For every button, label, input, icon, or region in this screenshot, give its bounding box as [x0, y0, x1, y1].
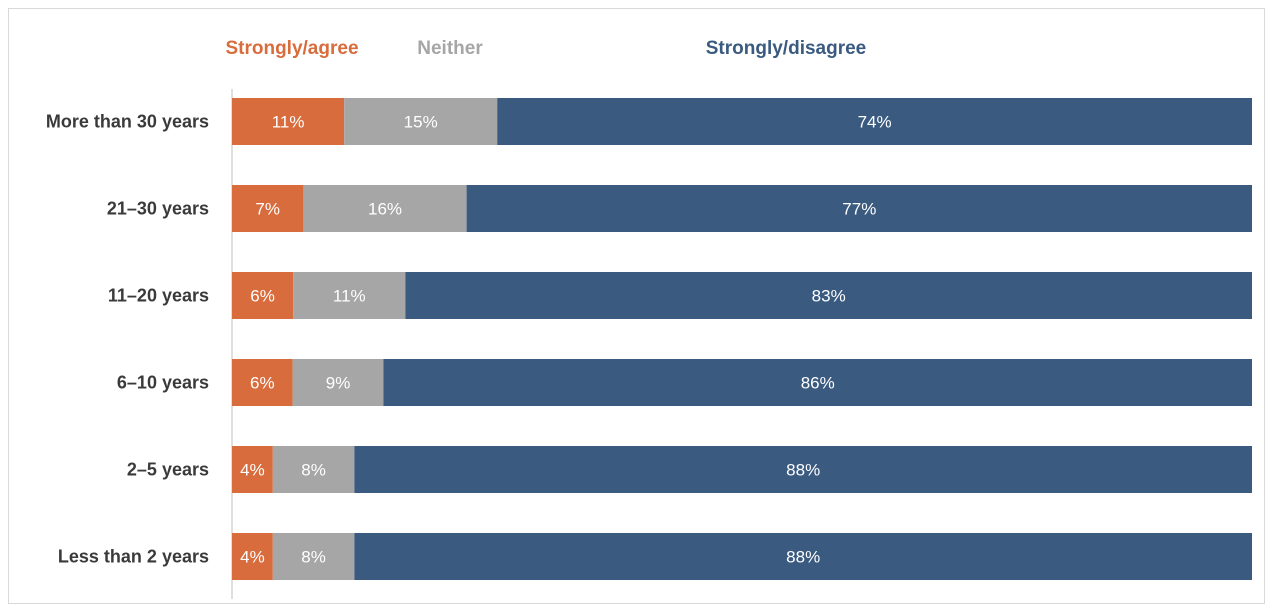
data-label: 11%: [272, 113, 305, 132]
stacked-bar-chart: Strongly/agree Neither Strongly/disagree M…: [46, 38, 1253, 599]
category-label: 6–10 years: [117, 373, 209, 393]
category-labels: More than 30 years 21–30 years 11–20 years…: [46, 112, 209, 567]
legend-item-strongly-agree: Strongly/agree: [225, 38, 358, 59]
category-label: Less than 2 years: [58, 547, 209, 567]
data-label: 86%: [801, 374, 835, 393]
category-label: 21–30 years: [107, 199, 209, 219]
legend-item-strongly-disagree: Strongly/disagree: [706, 38, 867, 59]
category-label: 2–5 years: [127, 460, 209, 480]
data-label: 77%: [842, 200, 876, 219]
bar-segment-strongly-agree: [232, 98, 345, 145]
bar-segment-neither: [272, 533, 355, 580]
bar-segment-neither: [303, 185, 467, 232]
data-label: 16%: [368, 200, 402, 219]
data-label: 74%: [858, 113, 892, 132]
bar-segment-strongly-disagree: [405, 272, 1252, 319]
data-label: 4%: [240, 548, 265, 567]
data-label: 88%: [786, 461, 820, 480]
bar-segment-neither: [293, 272, 406, 319]
bar-segment-strongly-agree: [232, 272, 294, 319]
data-label: 7%: [255, 200, 280, 219]
data-label: 88%: [786, 548, 820, 567]
bar-segment-strongly-agree: [232, 446, 273, 493]
category-label: More than 30 years: [46, 112, 209, 132]
data-label: 9%: [326, 374, 351, 393]
data-label: 6%: [250, 287, 275, 306]
legend-item-neither: Neither: [417, 38, 483, 59]
bars: 11% 15% 74% 7% 16% 77% 6% 11% 83% 6% 9% 86% 4% 8% 88% 4…: [232, 98, 1253, 580]
bar-segment-strongly-disagree: [354, 533, 1252, 580]
legend: Strongly/agree Neither Strongly/disagree: [225, 38, 866, 59]
bar-segment-strongly-disagree: [354, 446, 1252, 493]
data-label: 83%: [812, 287, 846, 306]
bar-segment-strongly-disagree: [497, 98, 1252, 145]
bar-segment-strongly-agree: [232, 359, 293, 406]
category-label: 11–20 years: [108, 286, 209, 306]
bar-segment-strongly-disagree: [466, 185, 1253, 232]
data-label: 6%: [250, 374, 275, 393]
data-label: 8%: [301, 548, 326, 567]
bar-segment-neither: [292, 359, 384, 406]
data-label: 11%: [333, 287, 366, 306]
data-label: 8%: [301, 461, 326, 480]
bar-segment-neither: [272, 446, 355, 493]
bar-segment-strongly-agree: [232, 533, 273, 580]
bar-segment-strongly-agree: [232, 185, 304, 232]
data-label: 4%: [240, 461, 265, 480]
data-label: 15%: [404, 113, 438, 132]
bar-segment-neither: [344, 98, 498, 145]
chart-frame: Strongly/agree Neither Strongly/disagree M…: [8, 8, 1265, 604]
bar-segment-strongly-disagree: [383, 359, 1253, 406]
